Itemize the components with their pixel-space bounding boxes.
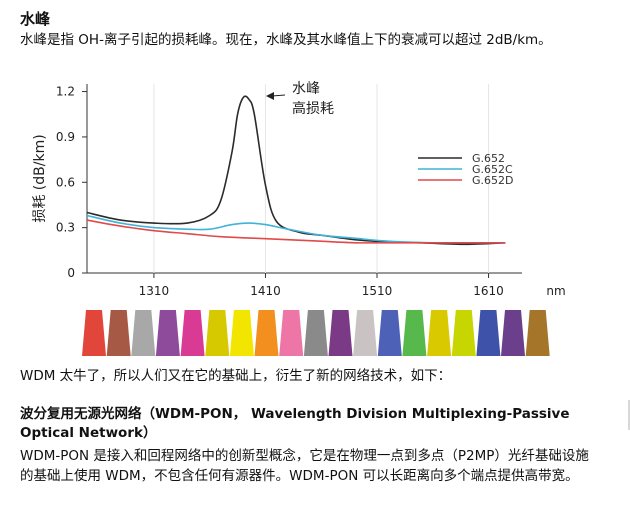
channel-band	[205, 310, 230, 356]
chart-gridlines	[153, 84, 490, 273]
series-line-g652d	[86, 219, 506, 244]
legend-label: G.652	[472, 152, 505, 165]
y-tick-label: 0.6	[56, 175, 75, 189]
y-axis-label: 损耗 (dB/km)	[32, 134, 48, 222]
channel-band	[353, 310, 378, 356]
attenuation-chart: 0 0.3 0.6 0.9 1.2 1310 1410 1510 1610 nm 损耗 (dB/km…	[32, 81, 566, 356]
channel-band	[131, 310, 156, 356]
channel-band	[180, 310, 205, 356]
chart-axes	[86, 84, 522, 274]
x-axis-label: nm	[546, 284, 565, 298]
water-peak-paragraph: 水峰是指 OH-离子引起的损耗峰。现在，水峰及其水峰值上下的衰减可以超过 2dB…	[20, 32, 552, 48]
channel-band	[377, 310, 402, 356]
channel-band	[303, 310, 328, 356]
annotation-text: 高损耗	[292, 100, 334, 117]
channel-band	[476, 310, 501, 356]
y-tick-label: 0.9	[56, 130, 75, 144]
channel-band	[106, 310, 131, 356]
section-title-water-peak: 水峰	[20, 10, 51, 28]
x-tick-label: 1410	[250, 284, 281, 298]
wdm-pon-heading-line2: Optical Network）	[20, 425, 157, 441]
channel-band	[427, 310, 452, 356]
x-tick-label: 1610	[473, 284, 504, 298]
channel-band	[229, 310, 254, 356]
x-tick-label: 1510	[362, 284, 393, 298]
y-tick-label: 0.3	[56, 221, 75, 235]
annotation-arrow-head	[266, 92, 274, 100]
legend-label: G.652D	[472, 174, 514, 187]
legend-label: G.652C	[472, 163, 513, 176]
channel-band	[254, 310, 279, 356]
channel-band-strip	[82, 310, 550, 356]
channel-band	[525, 310, 550, 356]
wdm-pon-heading-line1: 波分复用无源光网络（WDM-PON， Wavelength Division M…	[20, 406, 570, 422]
wdm-intro-paragraph: WDM 太牛了，所以人们又在它的基础上，衍生了新的网络技术，如下：	[20, 368, 452, 384]
channel-band	[328, 310, 353, 356]
annotation-text: 水峰	[292, 81, 320, 97]
channel-band	[402, 310, 427, 356]
wdm-pon-heading: 波分复用无源光网络（WDM-PON， Wavelength Division M…	[20, 405, 610, 443]
page-edge-divider	[628, 400, 630, 430]
channel-band	[451, 310, 476, 356]
wdm-pon-paragraph: WDM-PON 是接入和回程网络中的创新型概念，它是在物理一点到多点（P2MP）…	[20, 448, 589, 484]
x-tick-label: 1310	[139, 284, 170, 298]
chart-series	[86, 95, 506, 246]
chart-ticks: 0 0.3 0.6 0.9 1.2 1310 1410 1510 1610 nm 损耗 (dB/km…	[32, 85, 566, 298]
series-line-g652	[86, 95, 506, 246]
channel-band	[279, 310, 304, 356]
series-line-g652c	[86, 214, 506, 244]
channel-band	[501, 310, 525, 356]
y-tick-label: 0	[67, 266, 75, 280]
channel-band	[82, 310, 106, 356]
y-tick-label: 1.2	[56, 85, 75, 99]
annotation-arrow-line	[271, 94, 286, 97]
channel-band	[155, 310, 180, 356]
